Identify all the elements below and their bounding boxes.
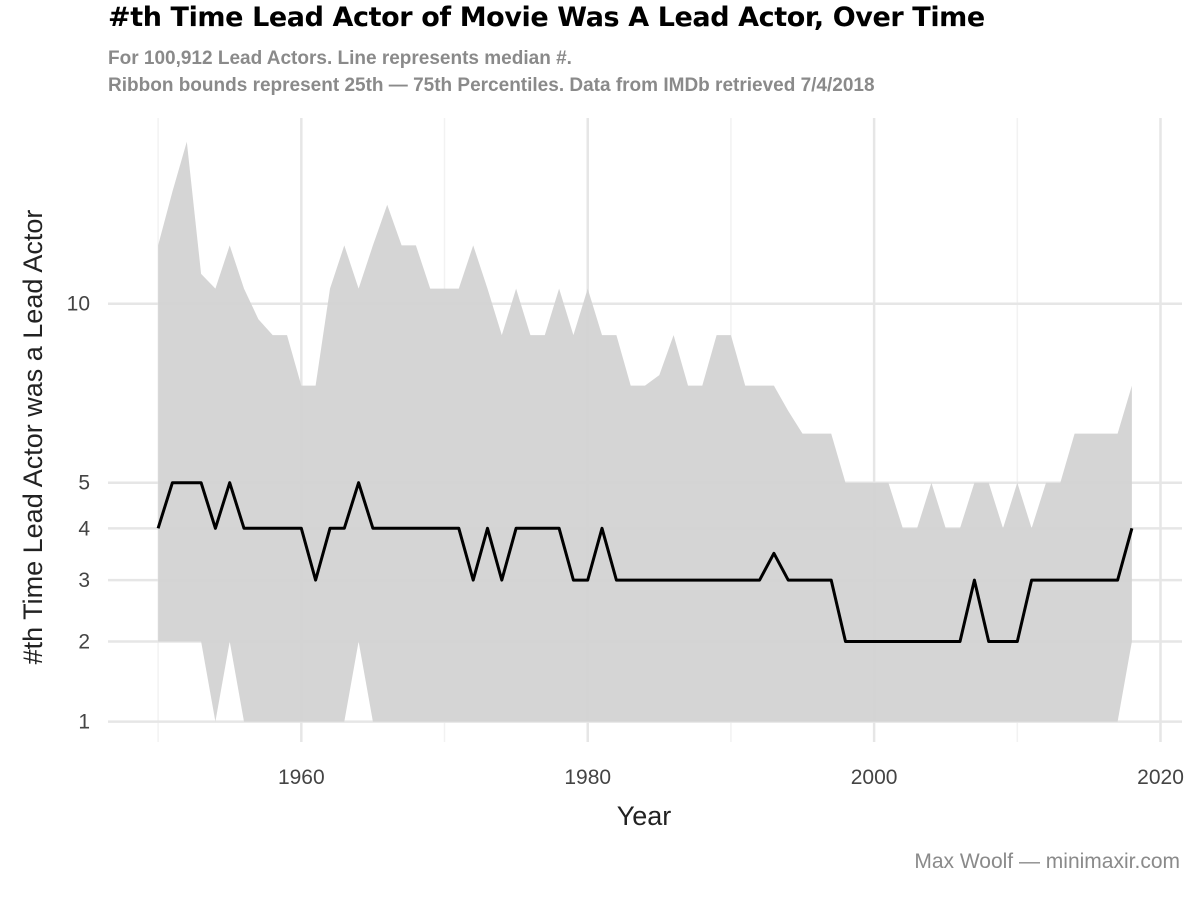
x-tick-label: 2020 bbox=[1137, 766, 1184, 789]
chart-caption: Max Woolf — minimaxir.com bbox=[914, 850, 1180, 873]
chart-subtitle-line-1: For 100,912 Lead Actors. Line represents… bbox=[108, 48, 572, 69]
median-line bbox=[156, 481, 1134, 643]
x-tick-label: 1960 bbox=[278, 766, 325, 789]
y-tick-label: 10 bbox=[67, 293, 90, 316]
x-axis-title: Year bbox=[617, 801, 672, 831]
chart-title: #th Time Lead Actor of Movie Was A Lead … bbox=[108, 2, 985, 33]
y-tick-label: 5 bbox=[78, 472, 90, 495]
y-tick-label: 2 bbox=[78, 631, 90, 654]
y-tick-label: 3 bbox=[78, 569, 90, 592]
chart-subtitle-line-2: Ribbon bounds represent 25th — 75th Perc… bbox=[108, 75, 875, 96]
x-tick-label: 2000 bbox=[851, 766, 898, 789]
x-tick-label: 1980 bbox=[564, 766, 611, 789]
percentile-ribbon bbox=[158, 141, 1132, 722]
y-tick-label: 1 bbox=[78, 711, 90, 734]
axis-ticks: 1960 1980 2000 2020 1 2 3 4 5 10 bbox=[67, 293, 1184, 789]
y-axis-title: #th Time Lead Actor was a Lead Actor bbox=[18, 210, 48, 665]
y-tick-label: 4 bbox=[78, 517, 90, 540]
